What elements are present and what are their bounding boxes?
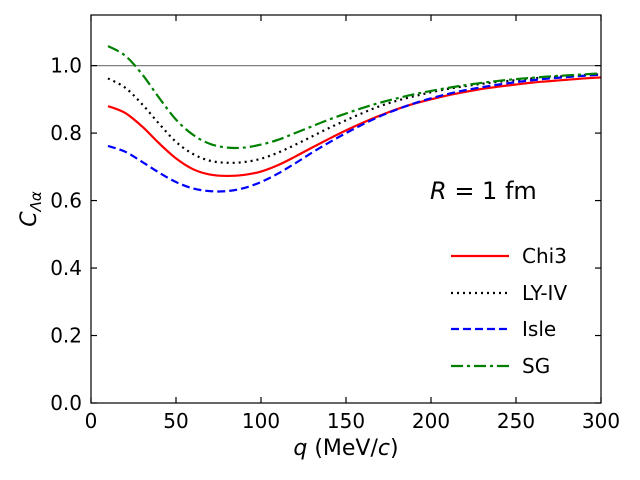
plot-frame	[90, 14, 602, 404]
radius-annotation-rest: = 1 fm	[447, 177, 537, 205]
y-axis-main: C	[17, 211, 42, 227]
x-axis-unit-open: (MeV/	[307, 436, 378, 461]
series-layer	[107, 45, 602, 193]
y-tick-label: 0.4	[50, 256, 82, 280]
x-tick-label: 200	[412, 409, 450, 433]
legend-label-isle: Isle	[522, 317, 556, 341]
x-axis-label: q (MeV/c)	[293, 436, 398, 461]
tick-layer: 0 50 100 150 200 250 300 0.0 0.2 0.4 0.6 0.8 1.0	[50, 15, 620, 433]
series-line-chi3	[107, 76, 602, 178]
x-tick-label: 300	[582, 409, 620, 433]
legend-label-ly-iv: LY-IV	[522, 281, 567, 305]
legend-label-sg: SG	[522, 354, 550, 378]
series-line-sg	[107, 45, 602, 150]
x-tick-label: 0	[85, 409, 98, 433]
y-tick-label: 0.2	[50, 324, 82, 348]
y-tick-label: 0.0	[50, 391, 82, 415]
x-axis-unit-var: c	[378, 436, 390, 461]
legend-label-chi3: Chi3	[522, 244, 567, 268]
y-axis-sub: Λα	[27, 191, 45, 212]
y-tick-label: 0.8	[50, 121, 82, 145]
legend: Chi3 LY-IV Isle SG	[451, 244, 567, 378]
x-axis-unit-close: )	[390, 436, 399, 461]
y-tick-label: 0.6	[50, 189, 82, 213]
x-tick-label: 250	[497, 409, 535, 433]
radius-annotation: R = 1 fm	[430, 177, 537, 205]
radius-annotation-var: R	[430, 177, 447, 205]
y-axis-label: CΛα	[17, 191, 45, 227]
x-tick-label: 50	[163, 409, 188, 433]
x-axis-var: q	[293, 436, 307, 461]
x-tick-label: 150	[327, 409, 365, 433]
x-tick-label: 100	[242, 409, 280, 433]
y-tick-label: 1.0	[50, 54, 82, 78]
